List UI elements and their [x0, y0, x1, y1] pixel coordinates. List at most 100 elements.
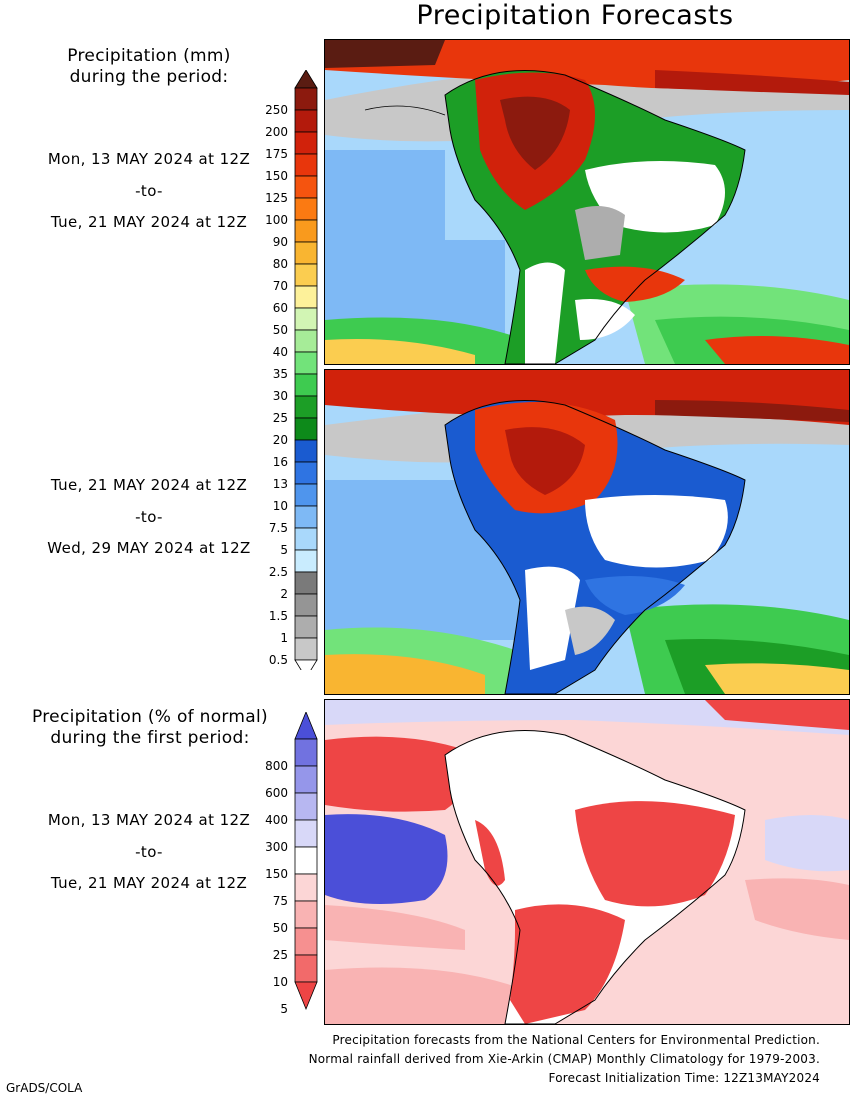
amount-colorbar-tick-label: 175: [265, 147, 288, 161]
amount-colorbar-swatch: [294, 307, 318, 331]
amount-colorbar-swatch: [294, 571, 318, 595]
amount-legend-heading-line2: during the period:: [69, 67, 229, 87]
amount-colorbar-swatch: [294, 439, 318, 463]
amount-colorbar-tick-label: 200: [265, 125, 288, 139]
percent-colorbar-tick-label: 5: [280, 1002, 288, 1016]
amount-colorbar-tick-label: 60: [272, 301, 288, 315]
percent-colorbar-swatch: [294, 954, 318, 983]
percent-colorbar-swatch: [294, 900, 318, 929]
percent-colorbar-tick-label: 300: [265, 840, 288, 854]
percent-colorbar-tick-label: 150: [265, 867, 288, 881]
footer-notes: Precipitation forecasts from the Nationa…: [309, 1031, 820, 1088]
precip-map-week2: [325, 370, 849, 694]
amount-colorbar-swatch: [294, 461, 318, 485]
amount-colorbar-swatch: [294, 87, 318, 111]
percent-legend-heading-line2: during the first period:: [50, 728, 250, 748]
amount-colorbar-tick-label: 1.5: [268, 609, 288, 623]
amount-colorbar-swatch: [294, 241, 318, 265]
percent-colorbar-swatch: [294, 792, 318, 821]
percent-legend-heading: Precipitation (% of normal) during the f…: [14, 707, 286, 749]
percent-colorbar: [294, 712, 318, 1011]
period-1-to: -to-: [135, 181, 163, 200]
percent-colorbar-swatch: [294, 765, 318, 794]
amount-colorbar-swatch: [294, 637, 318, 661]
footer-line-1: Precipitation forecasts from the Nationa…: [332, 1033, 820, 1047]
percent-colorbar-tick-label: 75: [272, 894, 288, 908]
period-3-label: Mon, 13 MAY 2024 at 12Z -to- Tue, 21 MAY…: [18, 805, 280, 900]
amount-colorbar-tick-label: 25: [272, 411, 288, 425]
amount-colorbar-swatch: [294, 351, 318, 375]
map-panel-percent-normal: [324, 699, 850, 1025]
amount-colorbar-tick-label: 2: [280, 587, 288, 601]
period-2-to: -to-: [135, 507, 163, 526]
amount-colorbar-swatch: [294, 263, 318, 287]
period-3-start: Mon, 13 MAY 2024 at 12Z: [47, 811, 251, 829]
amount-colorbar-tick-label: 35: [272, 367, 288, 381]
amount-colorbar-tick-label: 5: [280, 543, 288, 557]
amount-colorbar-swatch: [294, 505, 318, 529]
amount-colorbar-tick-label: 70: [272, 279, 288, 293]
percent-colorbar-tick-label: 25: [272, 948, 288, 962]
amount-colorbar-swatch: [294, 373, 318, 397]
period-1-label: Mon, 13 MAY 2024 at 12Z -to- Tue, 21 MAY…: [18, 144, 280, 239]
period-2-label: Tue, 21 MAY 2024 at 12Z -to- Wed, 29 MAY…: [18, 470, 280, 565]
map-panel-week2: [324, 369, 850, 695]
amount-colorbar-tick-label: 1: [280, 631, 288, 645]
percent-colorbar-tick-label: 600: [265, 786, 288, 800]
amount-colorbar-swatch: [294, 549, 318, 573]
amount-colorbar-swatch: [294, 197, 318, 221]
amount-colorbar-tick-label: 100: [265, 213, 288, 227]
amount-legend-heading: Precipitation (mm) during the period:: [18, 46, 280, 88]
percent-colorbar-swatch: [294, 738, 318, 767]
amount-colorbar-tick-label: 20: [272, 433, 288, 447]
amount-colorbar-tick-label: 150: [265, 169, 288, 183]
amount-colorbar-swatch: [294, 527, 318, 551]
amount-colorbar-tick-label: 50: [272, 323, 288, 337]
percent-colorbar-tick-label: 10: [272, 975, 288, 989]
amount-colorbar-swatch: [294, 395, 318, 419]
percent-colorbar-tick-label: 400: [265, 813, 288, 827]
amount-colorbar-swatch: [294, 417, 318, 441]
percent-legend-heading-line1: Precipitation (% of normal): [32, 707, 268, 727]
amount-colorbar-tick-label: 10: [272, 499, 288, 513]
precip-map-week1: [325, 40, 849, 364]
amount-colorbar-tick-label: 90: [272, 235, 288, 249]
amount-colorbar-swatch: [294, 219, 318, 243]
amount-colorbar-arrow-top: [294, 70, 318, 89]
percent-normal-map: [325, 700, 849, 1024]
page-title: Precipitation Forecasts: [416, 0, 734, 31]
amount-colorbar-swatch: [294, 153, 318, 177]
amount-colorbar-tick-label: 16: [272, 455, 288, 469]
period-3-to: -to-: [135, 842, 163, 861]
amount-colorbar-swatch: [294, 109, 318, 133]
period-1-start: Mon, 13 MAY 2024 at 12Z: [47, 150, 251, 168]
period-2-start: Tue, 21 MAY 2024 at 12Z: [50, 476, 248, 494]
footer-line-2: Normal rainfall derived from Xie-Arkin (…: [308, 1052, 820, 1066]
period-1-end: Tue, 21 MAY 2024 at 12Z: [50, 213, 248, 231]
percent-colorbar-arrow-bottom: [294, 981, 318, 1011]
percent-colorbar-swatch: [294, 819, 318, 848]
percent-colorbar-swatch: [294, 873, 318, 902]
amount-colorbar-swatch: [294, 483, 318, 507]
map-panel-week1: [324, 39, 850, 365]
amount-colorbar-tick-label: 0.5: [268, 653, 288, 667]
amount-colorbar-tick-label: 13: [272, 477, 288, 491]
amount-colorbar-swatch: [294, 615, 318, 639]
percent-colorbar-tick-label: 800: [265, 759, 288, 773]
amount-colorbar-tick-label: 250: [265, 103, 288, 117]
amount-colorbar-swatch: [294, 593, 318, 617]
amount-legend-heading-line1: Precipitation (mm): [67, 46, 231, 66]
amount-colorbar-tick-label: 40: [272, 345, 288, 359]
credit-label: GrADS/COLA: [6, 1081, 83, 1095]
amount-colorbar-tick-label: 80: [272, 257, 288, 271]
amount-colorbar-swatch: [294, 175, 318, 199]
amount-colorbar: [294, 70, 318, 670]
amount-colorbar-swatch: [294, 329, 318, 353]
amount-colorbar-tick-label: 7.5: [268, 521, 288, 535]
amount-colorbar-tick-label: 2.5: [268, 565, 288, 579]
period-3-end: Tue, 21 MAY 2024 at 12Z: [50, 874, 248, 892]
period-2-end: Wed, 29 MAY 2024 at 12Z: [47, 539, 251, 557]
amount-colorbar-arrow-bottom: [294, 659, 318, 670]
amount-colorbar-swatch: [294, 285, 318, 309]
percent-colorbar-swatch: [294, 927, 318, 956]
